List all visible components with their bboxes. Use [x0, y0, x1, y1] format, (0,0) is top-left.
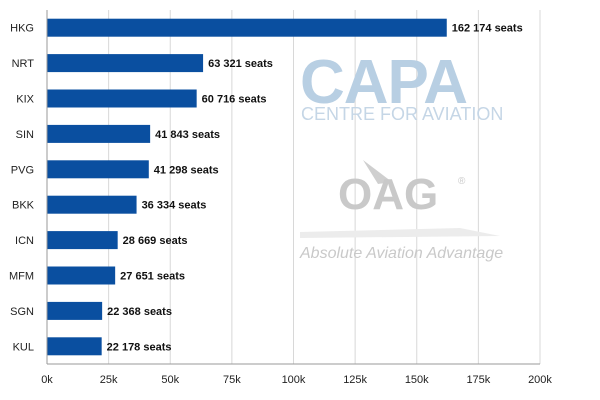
category-label: PVG — [11, 164, 34, 176]
x-tick-label: 50k — [161, 374, 179, 386]
category-label: MFM — [9, 271, 34, 283]
bar — [47, 195, 137, 214]
x-tick-label: 125k — [343, 374, 367, 386]
watermark: CAPA CENTRE FOR AVIATION OAG ® Absolute … — [299, 48, 503, 262]
data-label: 27 651 seats — [120, 271, 185, 283]
bars — [47, 18, 447, 356]
oag-tagline: Absolute Aviation Advantage — [299, 245, 503, 262]
x-tick-label: 25k — [100, 374, 118, 386]
capa-subtitle: CENTRE FOR AVIATION — [301, 104, 503, 124]
x-tick-label: 175k — [466, 374, 490, 386]
data-label: 36 334 seats — [142, 200, 207, 212]
oag-registered-mark: ® — [458, 176, 466, 187]
x-axis: 0k 25k 50k 75k 100k 125k 150k 175k 200k — [41, 10, 552, 386]
bar — [47, 337, 102, 356]
x-tick-label: 75k — [223, 374, 241, 386]
data-label: 63 321 seats — [208, 58, 273, 70]
data-label: 22 178 seats — [107, 341, 172, 353]
bar — [47, 160, 149, 179]
x-tick-label: 150k — [405, 374, 429, 386]
bar — [47, 18, 447, 37]
category-label: KIX — [16, 94, 34, 106]
x-tick-label: 0k — [41, 374, 53, 386]
category-label: NRT — [12, 58, 35, 70]
x-tick-label: 200k — [528, 374, 552, 386]
x-tick-label: 100k — [282, 374, 306, 386]
data-label: 28 669 seats — [123, 235, 188, 247]
bar — [47, 89, 197, 108]
oag-swoosh-icon — [363, 160, 392, 184]
bar — [47, 301, 103, 320]
category-label: SIN — [16, 129, 34, 141]
capa-logo: CAPA — [300, 48, 467, 117]
bar — [47, 54, 204, 73]
oag-logo: OAG — [338, 170, 438, 219]
data-label: 60 716 seats — [202, 94, 267, 106]
bar — [47, 266, 116, 285]
data-label: 41 843 seats — [155, 129, 220, 141]
data-label: 41 298 seats — [154, 164, 219, 176]
category-label: BKK — [12, 200, 35, 212]
category-label: HKG — [10, 23, 34, 35]
data-label: 22 368 seats — [107, 306, 172, 318]
category-label: SGN — [10, 306, 34, 318]
bar — [47, 231, 118, 250]
data-labels: 162 174 seats 63 321 seats 60 716 seats 41 … — [107, 23, 523, 354]
category-label: KUL — [13, 341, 34, 353]
category-label: ICN — [15, 235, 34, 247]
oag-underline-shape — [300, 228, 500, 238]
data-label: 162 174 seats — [452, 23, 523, 35]
bar — [47, 124, 151, 143]
category-labels: HKG NRT KIX SIN PVG BKK ICN MFM SGN KUL — [9, 23, 35, 354]
